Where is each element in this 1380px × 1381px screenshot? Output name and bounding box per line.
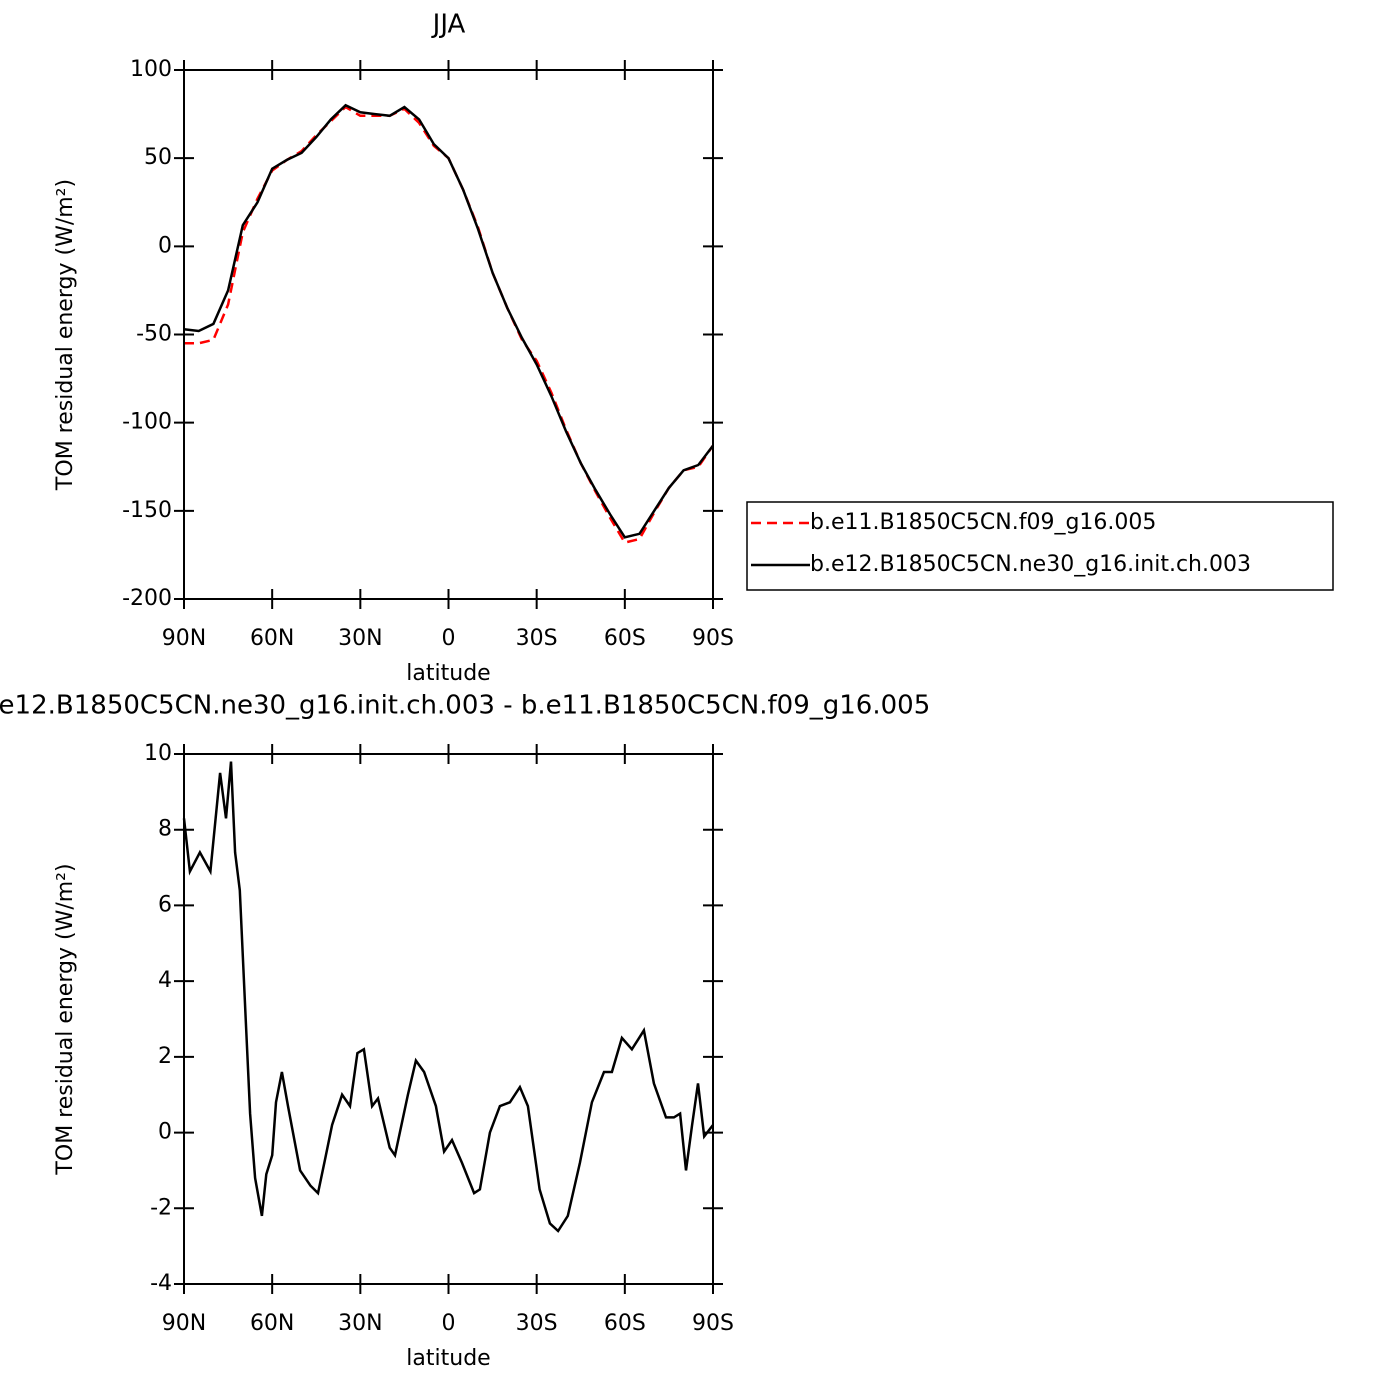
line-series (182, 761, 714, 1233)
y-tick-label: -4 (150, 1271, 172, 1296)
x-tick-label: 30N (338, 626, 382, 651)
x-tick-label: 0 (442, 1311, 456, 1336)
legend-label: b.e12.B1850C5CN.ne30_g16.init.ch.003 (810, 552, 1251, 577)
plot-frame (183, 753, 714, 1285)
y-tick-label: -2 (150, 1195, 172, 1220)
y-tick-label: 2 (158, 1044, 172, 1069)
y-tick-label: -50 (136, 322, 172, 347)
y-tick-label: 10 (144, 741, 172, 766)
x-tick-label: 30S (516, 1311, 558, 1336)
y-tick-label: 50 (144, 145, 172, 170)
x-tick-label: 30S (516, 626, 558, 651)
y-tick-label: 6 (158, 892, 172, 917)
x-tick-label: 60S (604, 626, 646, 651)
x-tick-label: 90N (162, 1311, 206, 1336)
y-tick-label: -100 (122, 410, 172, 435)
x-tick-label: 90S (692, 626, 734, 651)
plot-frame (183, 69, 714, 600)
chart-title: JJA (431, 10, 466, 40)
y-tick-label: -150 (122, 498, 172, 523)
x-tick-label: 90N (162, 626, 206, 651)
line-series (183, 103, 714, 539)
line-series (184, 105, 715, 545)
x-tick-label: 30N (338, 1311, 382, 1336)
y-tick-label: -200 (122, 586, 172, 611)
x-axis-label: latitude (406, 1346, 490, 1371)
legend-frame (746, 501, 1334, 591)
y-tick-label: 0 (158, 233, 172, 258)
y-tick-label: 100 (130, 57, 172, 82)
y-axis-label: TOM residual energy (W/m²) (53, 179, 78, 491)
x-axis-label: latitude (406, 661, 490, 686)
y-tick-label: 8 (158, 817, 172, 842)
legend-label: b.e11.B1850C5CN.f09_g16.005 (810, 510, 1156, 535)
x-tick-label: 0 (442, 626, 456, 651)
x-tick-label: 60N (250, 1311, 294, 1336)
x-tick-label: 60S (604, 1311, 646, 1336)
y-tick-label: 4 (158, 968, 172, 993)
x-tick-label: 60N (250, 626, 294, 651)
chart-title: b.e12.B1850C5CN.ne30_g16.init.ch.003 - b… (0, 691, 930, 721)
y-axis-label: TOM residual energy (W/m²) (53, 863, 78, 1175)
x-tick-label: 90S (692, 1311, 734, 1336)
y-tick-label: 0 (158, 1120, 172, 1145)
